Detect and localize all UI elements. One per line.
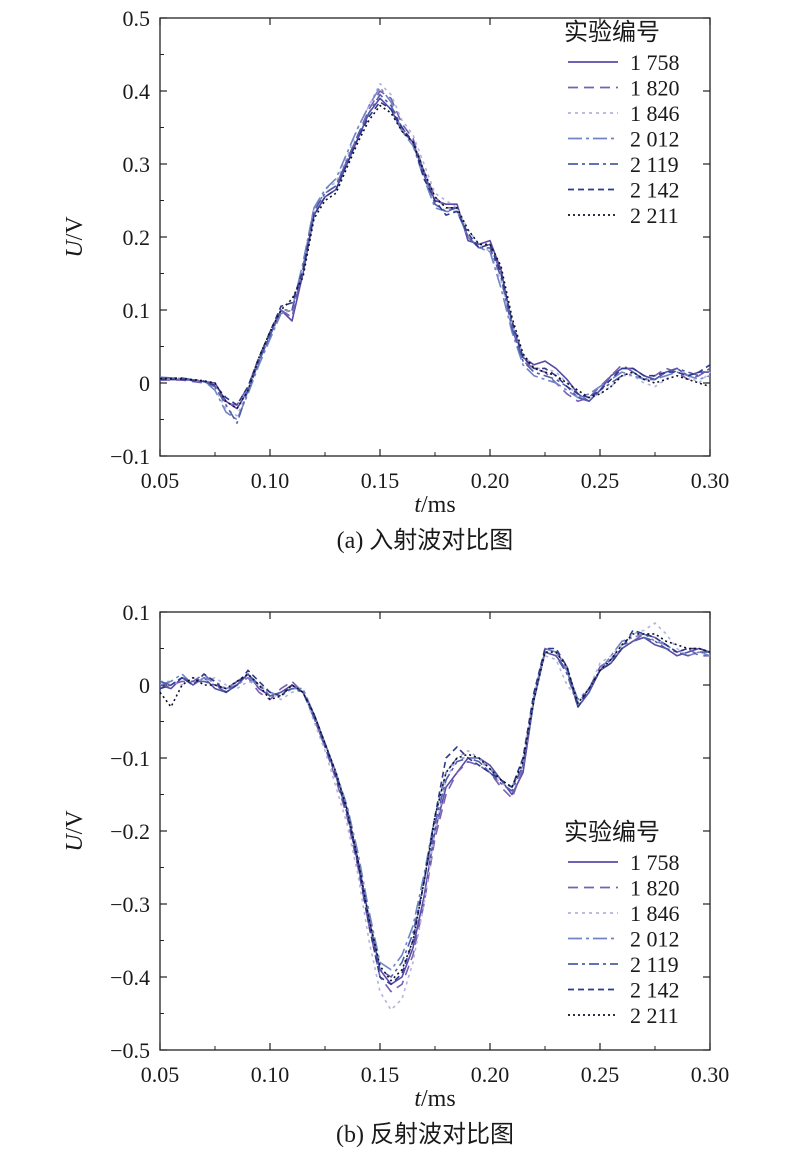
series-line-1846	[160, 82, 711, 417]
legend-label: 2 012	[630, 927, 680, 952]
y-tick-label: −0.2	[110, 819, 150, 844]
y-tick-label: −0.1	[110, 746, 150, 771]
y-tick-label: −0.3	[110, 892, 150, 917]
series-line-2012	[159, 633, 711, 971]
y-tick-label: 0.1	[123, 600, 151, 625]
x-tick-label: 0.20	[471, 1062, 510, 1087]
legend-label: 2 211	[630, 203, 679, 228]
y-tick-label: −0.4	[110, 965, 150, 990]
legend-title: 实验编号	[564, 818, 660, 846]
plot-frame	[159, 17, 711, 457]
x-tick-label: 0.25	[581, 468, 620, 493]
legend-label: 1 820	[630, 76, 680, 101]
y-tick-label: 0	[139, 673, 150, 698]
legend-label: 2 119	[630, 152, 679, 177]
x-tick-label: 0.05	[141, 1062, 180, 1087]
x-axis-title: t/ms	[414, 492, 455, 518]
x-axis-title: t/ms	[414, 1086, 455, 1112]
x-tick-label: 0.15	[361, 468, 400, 493]
legend-label: 2 211	[630, 1003, 679, 1028]
legend-title: 实验编号	[564, 18, 660, 46]
series-line-2142	[159, 629, 711, 986]
series-line-2211	[160, 104, 711, 410]
y-axis-title: U/V	[62, 810, 88, 852]
y-tick-label: 0.3	[123, 152, 151, 177]
y-tick-label: −0.5	[110, 1038, 150, 1063]
y-tick-label: −0.1	[110, 444, 150, 469]
y-tick-label: 0.1	[123, 298, 151, 323]
series-line-2142	[160, 101, 711, 406]
x-tick-label: 0.10	[251, 1062, 290, 1087]
series-line-1758	[159, 636, 711, 986]
y-tick-label: 0.2	[123, 225, 151, 250]
legend-label: 1 820	[630, 876, 680, 901]
y-tick-label: 0.4	[123, 79, 151, 104]
series-line-2211	[159, 633, 711, 982]
legend-label: 2 012	[630, 127, 680, 152]
legend-label: 1 758	[630, 850, 680, 875]
y-axis-title: U/V	[62, 216, 88, 258]
series-line-2119	[159, 636, 710, 978]
legend-label: 2 119	[630, 952, 679, 977]
chart-caption: (a) 入射波对比图	[337, 527, 514, 554]
x-tick-label: 0.30	[691, 468, 730, 493]
x-tick-label: 0.20	[471, 468, 510, 493]
x-tick-label: 0.10	[251, 468, 290, 493]
legend-label: 1 758	[630, 50, 680, 75]
series-line-1758	[160, 97, 710, 410]
series-line-1820	[160, 90, 711, 406]
x-tick-label: 0.30	[691, 1062, 730, 1087]
reflected-wave-chart: 0.05 0.10 0.15 0.20 0.25 0.30−0.5−0.4−0.3−0.2…	[62, 600, 729, 1148]
legend-label: 1 846	[630, 901, 680, 926]
legend-label: 2 142	[630, 178, 680, 203]
x-tick-label: 0.15	[361, 1062, 400, 1087]
series-line-2119	[160, 93, 711, 424]
series-line-1846	[160, 622, 711, 1011]
x-tick-label: 0.25	[581, 1062, 620, 1087]
legend-label: 1 846	[630, 101, 680, 126]
x-tick-label: 0.05	[141, 468, 180, 493]
legend-label: 2 142	[630, 978, 680, 1003]
incident-wave-chart: 0.05 0.10 0.15 0.20 0.25 0.30 −0.1 0 0.1 0.2 0.3 0.…	[62, 6, 729, 554]
y-tick-label: 0.5	[123, 6, 151, 31]
y-tick-label: 0	[139, 371, 150, 396]
chart-caption: (b) 反射波对比图	[336, 1121, 514, 1148]
series-line-2012	[159, 86, 711, 421]
